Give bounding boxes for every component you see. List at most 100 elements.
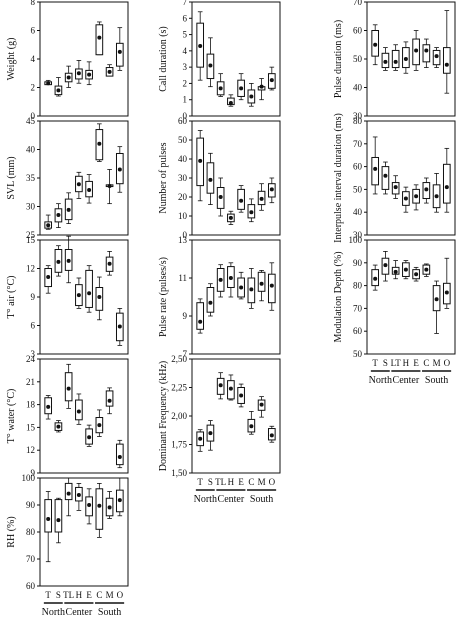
y-tick-label: 60 bbox=[178, 116, 188, 126]
y-tick-label: 40 bbox=[353, 207, 363, 217]
mean-marker bbox=[424, 48, 429, 53]
mean-marker bbox=[259, 402, 264, 407]
y-tick-label: 8 bbox=[31, 0, 36, 7]
mean-marker bbox=[87, 187, 92, 192]
mean-marker bbox=[228, 386, 233, 391]
x-tick-label: C bbox=[423, 358, 429, 368]
mean-marker bbox=[393, 59, 398, 64]
mean-marker bbox=[269, 187, 274, 192]
mean-marker bbox=[373, 166, 378, 171]
mean-marker bbox=[97, 35, 102, 40]
box bbox=[391, 49, 400, 69]
y-tick-label: 0 bbox=[183, 111, 188, 121]
box bbox=[442, 47, 451, 74]
mean-marker bbox=[208, 63, 213, 68]
y-tick-label: 2,25 bbox=[171, 383, 187, 393]
y-tick-label: 50 bbox=[353, 184, 363, 194]
mean-marker bbox=[107, 398, 112, 403]
mean-marker bbox=[444, 290, 449, 295]
y-tick-label: 18 bbox=[26, 400, 36, 410]
box bbox=[371, 156, 380, 186]
y-tick-label: 60 bbox=[353, 162, 363, 172]
mean-marker bbox=[383, 173, 388, 178]
mean-marker bbox=[383, 59, 388, 64]
y-axis-label: Number of pulses bbox=[158, 142, 169, 213]
x-tick-label: M bbox=[433, 358, 441, 368]
box bbox=[64, 482, 73, 501]
y-axis-label: Call duration (s) bbox=[158, 26, 169, 92]
y-axis-label: Modulation Depth (%) bbox=[333, 251, 344, 342]
x-tick-label: E bbox=[86, 590, 92, 600]
mean-marker bbox=[373, 276, 378, 281]
mean-marker bbox=[259, 281, 264, 286]
plot-frame bbox=[191, 1, 281, 117]
region-label: South bbox=[425, 375, 448, 386]
y-tick-label: 15 bbox=[26, 422, 36, 432]
y-tick-label: 70 bbox=[26, 554, 36, 564]
region-label: North bbox=[194, 494, 217, 505]
mean-marker bbox=[76, 71, 81, 76]
y-axis-label: Dominant Frequency (kHz) bbox=[158, 361, 169, 472]
mean-marker bbox=[76, 182, 81, 187]
mean-marker bbox=[393, 185, 398, 190]
box bbox=[105, 390, 114, 407]
x-tick-label: T bbox=[372, 358, 378, 368]
mean-marker bbox=[414, 194, 419, 199]
mean-marker bbox=[97, 295, 102, 299]
plot-frame bbox=[39, 477, 129, 587]
mean-marker bbox=[46, 404, 51, 409]
x-tick-label: E bbox=[238, 477, 244, 487]
y-tick-label: 3 bbox=[31, 349, 36, 359]
mean-marker bbox=[393, 269, 398, 274]
y-axis-label: Interpulse interval duration (ms) bbox=[333, 113, 344, 243]
y-tick-label: 10 bbox=[178, 211, 188, 221]
mean-marker bbox=[46, 275, 51, 280]
y-tick-label: 70 bbox=[353, 139, 363, 149]
mean-marker bbox=[239, 86, 244, 91]
box bbox=[54, 499, 63, 533]
y-tick-label: 13 bbox=[178, 235, 188, 245]
x-tick-label: O bbox=[269, 477, 276, 487]
mean-marker bbox=[269, 283, 274, 288]
mean-marker bbox=[117, 455, 122, 460]
mean-marker bbox=[56, 88, 61, 93]
x-tick-label: S bbox=[208, 477, 213, 487]
mean-marker bbox=[414, 272, 419, 277]
mean-marker bbox=[97, 141, 102, 146]
mean-marker bbox=[117, 49, 122, 54]
y-tick-label: 5 bbox=[183, 30, 188, 40]
y-axis-label: T° air (°C) bbox=[6, 276, 17, 319]
mean-marker bbox=[218, 383, 223, 388]
mean-marker bbox=[208, 177, 213, 182]
mean-marker bbox=[56, 213, 61, 218]
mean-marker bbox=[249, 287, 254, 292]
plot-frame bbox=[191, 239, 281, 355]
mean-marker bbox=[76, 493, 81, 498]
mean-marker bbox=[87, 435, 92, 440]
plot-frame bbox=[191, 120, 281, 236]
region-label: North bbox=[42, 607, 65, 618]
y-tick-label: 80 bbox=[26, 527, 36, 537]
mean-marker bbox=[434, 54, 439, 59]
mean-marker bbox=[107, 505, 112, 510]
x-tick-label: O bbox=[117, 590, 124, 600]
mean-marker bbox=[444, 62, 449, 67]
y-tick-label: 12 bbox=[26, 264, 35, 274]
box bbox=[95, 24, 104, 56]
region-label: Center bbox=[66, 607, 93, 618]
mean-marker bbox=[269, 78, 274, 83]
mean-marker bbox=[249, 210, 254, 215]
box bbox=[381, 166, 390, 190]
y-axis-label: Weight (g) bbox=[6, 38, 17, 81]
box bbox=[115, 42, 124, 67]
y-tick-label: 2,00 bbox=[171, 411, 187, 421]
mean-marker bbox=[66, 75, 71, 80]
y-tick-label: 21 bbox=[26, 377, 35, 387]
y-tick-label: 0 bbox=[31, 111, 36, 121]
mean-marker bbox=[107, 183, 112, 188]
y-tick-label: 1 bbox=[183, 95, 188, 105]
x-tick-label: H bbox=[228, 477, 235, 487]
mean-marker bbox=[269, 433, 274, 438]
x-tick-label: H bbox=[76, 590, 83, 600]
mean-marker bbox=[228, 276, 233, 280]
